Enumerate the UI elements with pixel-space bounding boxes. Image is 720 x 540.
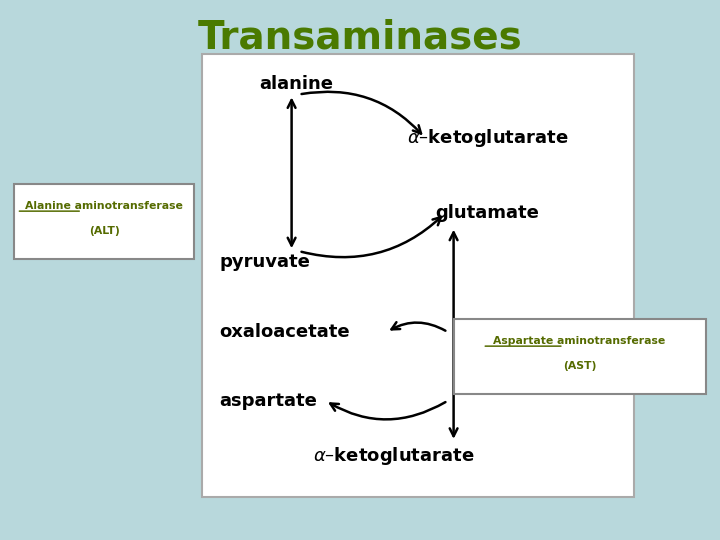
Text: alanine: alanine xyxy=(259,75,333,93)
Text: Aspartate aminotransferase: Aspartate aminotransferase xyxy=(493,336,666,346)
Text: $\alpha$–ketoglutarate: $\alpha$–ketoglutarate xyxy=(313,446,474,467)
Text: (ALT): (ALT) xyxy=(89,226,120,236)
Text: Transaminases: Transaminases xyxy=(197,19,523,57)
FancyBboxPatch shape xyxy=(14,184,194,259)
Text: pyruvate: pyruvate xyxy=(220,253,310,271)
Text: Alanine aminotransferase: Alanine aminotransferase xyxy=(25,201,184,211)
Text: aspartate: aspartate xyxy=(220,392,318,410)
Text: glutamate: glutamate xyxy=(436,204,539,222)
Text: (AST): (AST) xyxy=(563,361,596,371)
FancyBboxPatch shape xyxy=(202,54,634,497)
Text: $\alpha$–ketoglutarate: $\alpha$–ketoglutarate xyxy=(407,127,568,148)
Text: oxaloacetate: oxaloacetate xyxy=(220,323,350,341)
FancyBboxPatch shape xyxy=(454,319,706,394)
